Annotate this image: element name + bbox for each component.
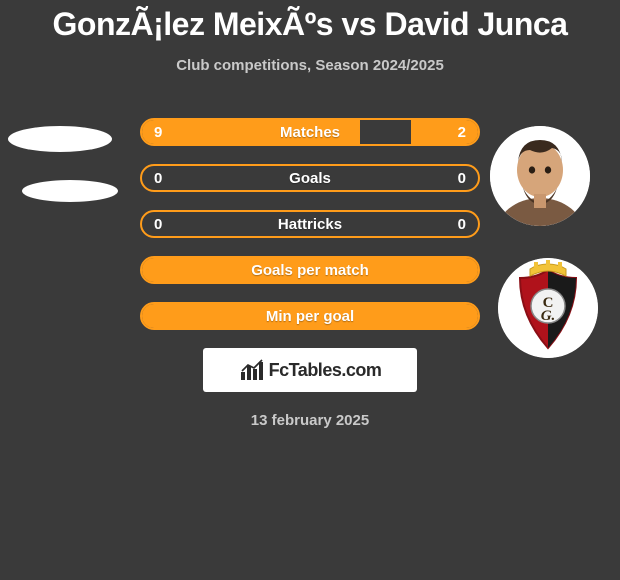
- subtitle: Club competitions, Season 2024/2025: [0, 57, 620, 74]
- stat-row: 92Matches: [140, 118, 480, 146]
- page-title: GonzÃ¡lez MeixÃºs vs David Junca: [0, 0, 620, 43]
- stat-label: Goals per match: [142, 258, 478, 282]
- date-text: 13 february 2025: [0, 412, 620, 429]
- stat-row: Goals per match: [140, 256, 480, 284]
- bars-icon: [239, 358, 265, 382]
- stat-label: Hattricks: [142, 212, 478, 236]
- stat-label: Min per goal: [142, 304, 478, 328]
- stat-row: Min per goal: [140, 302, 480, 330]
- fctables-logo: FcTables.com: [203, 348, 417, 392]
- stat-row: 00Hattricks: [140, 210, 480, 238]
- stat-label: Goals: [142, 166, 478, 190]
- stat-label: Matches: [142, 120, 478, 144]
- stats-container: 92Matches 00Goals 00Hattricks Goals per mat…: [0, 118, 620, 330]
- stat-row: 00Goals: [140, 164, 480, 192]
- logo-text: FcTables.com: [269, 360, 382, 381]
